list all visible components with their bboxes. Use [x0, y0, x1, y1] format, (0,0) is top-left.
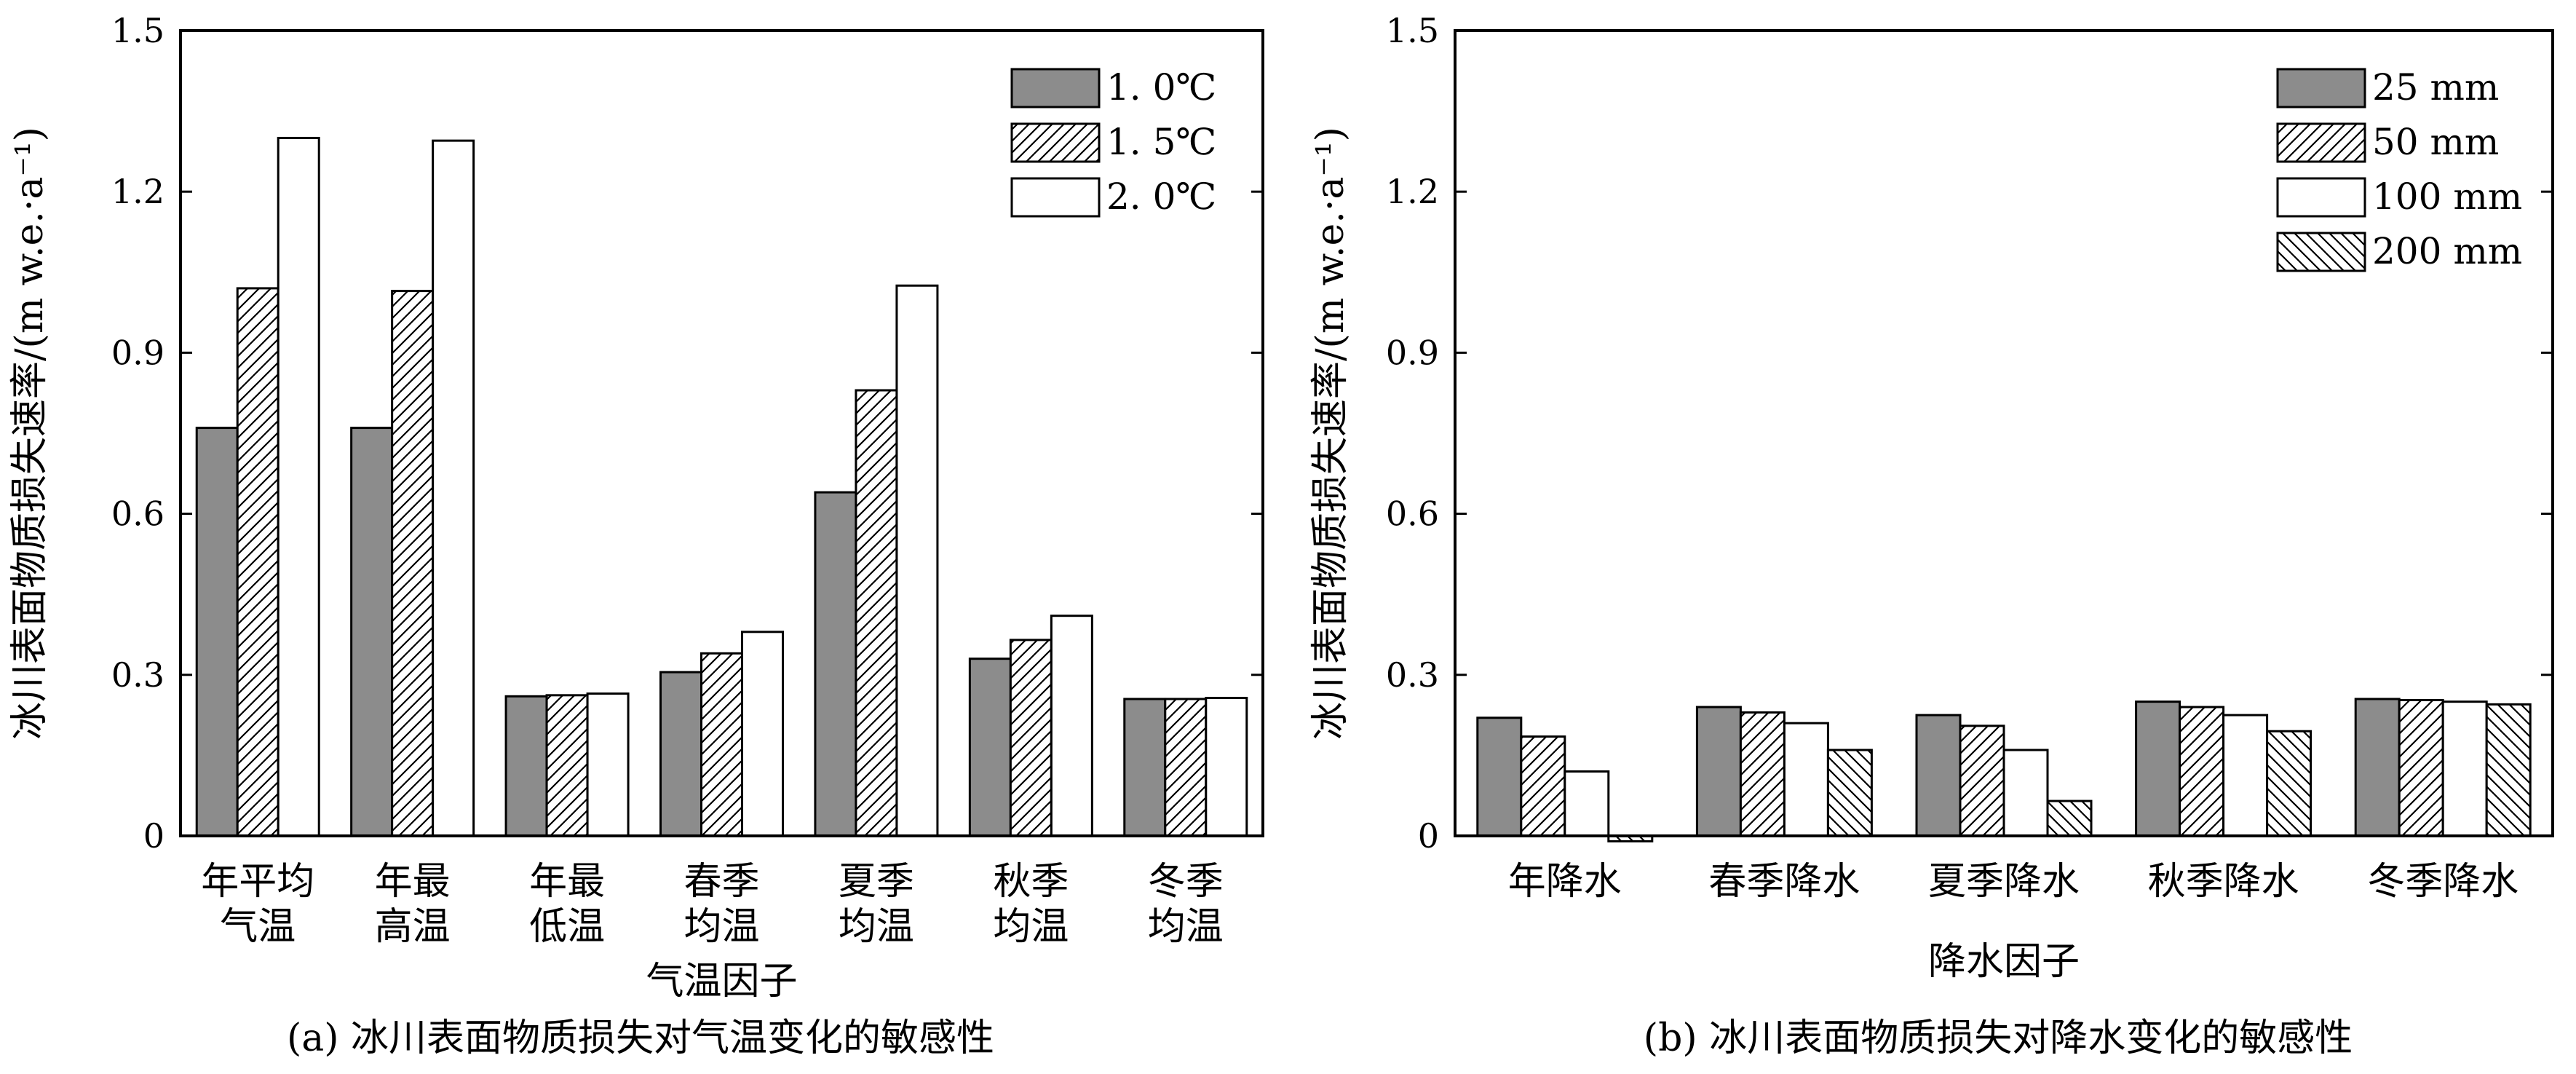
x-category-label: 夏季: [839, 860, 914, 904]
plot-frame: [179, 29, 1264, 837]
x-category-label: 年最: [529, 860, 605, 904]
bar: [1695, 706, 1742, 837]
bar: [814, 491, 857, 837]
bar: [1520, 735, 1566, 837]
x-category-label: 冬季: [1148, 860, 1224, 904]
x-category-label: 冬季降水: [2367, 860, 2518, 904]
bar: [659, 671, 702, 837]
x-category-label: 秋季降水: [2148, 860, 2299, 904]
x-category-label: 均温: [683, 905, 759, 949]
legend-swatch: [1010, 177, 1101, 218]
legend-swatch: [1010, 68, 1101, 108]
legend-label: 25 mm: [2372, 66, 2499, 108]
x-category-label: 夏季降水: [1928, 860, 2080, 904]
chart-panel-temperature: 00.30.60.91.21.5年平均气温年最高温年最低温春季均温夏季均温秋季均…: [8, 11, 1264, 1003]
bar: [700, 652, 743, 837]
x-category-label: 秋季: [993, 860, 1069, 904]
bar: [1009, 639, 1053, 837]
bar: [1123, 698, 1167, 837]
y-tick-label: 1.5: [1386, 11, 1439, 50]
x-category-label: 均温: [993, 905, 1069, 949]
y-tick-label: 0: [1418, 816, 1439, 856]
legend-label: 200 mm: [2372, 230, 2522, 272]
x-category-label: 春季降水: [1708, 860, 1860, 904]
bar: [236, 287, 280, 837]
x-category-label: 均温: [1148, 905, 1224, 949]
legend-label: 50 mm: [2372, 121, 2499, 163]
y-tick-label: 1.2: [1386, 172, 1439, 211]
legend-swatch: [2276, 68, 2366, 108]
x-category-label: 低温: [529, 905, 605, 949]
bar: [277, 136, 320, 837]
x-category-label: 均温: [839, 905, 914, 949]
bar: [1783, 722, 1829, 837]
x-category-label: 高温: [375, 905, 451, 949]
y-tick-label: 0.6: [1386, 494, 1439, 534]
bar: [895, 284, 939, 837]
caption-temperature: (a) 冰川表面物质损失对气温变化的敏感性: [287, 1016, 994, 1060]
x-category-label: 年平均: [201, 860, 314, 904]
bar: [391, 290, 435, 837]
bar: [2046, 799, 2093, 837]
x-category-label: 春季: [683, 860, 759, 904]
bar: [2485, 703, 2532, 837]
y-tick-label: 1.2: [111, 172, 165, 211]
legend-swatch: [2276, 232, 2366, 272]
y-tick-label: 0.9: [1386, 333, 1439, 372]
bar: [432, 139, 475, 837]
legend-swatch: [1010, 122, 1101, 163]
bar: [350, 427, 394, 837]
bar: [2222, 714, 2269, 837]
bar: [1826, 749, 1873, 837]
bar: [1959, 724, 2005, 837]
legend-label: 100 mm: [2372, 175, 2522, 218]
legend-swatch: [2276, 177, 2366, 218]
bar: [504, 695, 548, 837]
bar: [586, 692, 630, 837]
bar: [741, 631, 784, 837]
y-axis-title: 冰川表面物质损失速率/(m w.e.·a⁻¹): [1309, 127, 1352, 740]
bar: [2354, 698, 2401, 837]
plot-frame: [1454, 29, 2554, 837]
legend-label: 2. 0℃: [1106, 175, 1216, 218]
bar: [2266, 730, 2313, 837]
bar: [1564, 770, 1610, 837]
legend-label: 1. 5℃: [1106, 121, 1216, 163]
x-axis-title: 降水因子: [1928, 940, 2080, 984]
legend-label: 1. 0℃: [1106, 66, 1216, 108]
y-tick-label: 0.6: [111, 494, 165, 534]
bar: [1915, 714, 1962, 837]
bar: [1164, 698, 1208, 837]
bar: [855, 389, 898, 837]
legend-swatch: [2276, 122, 2366, 163]
bar: [1205, 697, 1248, 837]
y-tick-label: 0.9: [111, 333, 165, 372]
bar: [2002, 749, 2049, 837]
bar: [1739, 711, 1786, 837]
y-tick-label: 1.5: [111, 11, 165, 50]
y-axis-title: 冰川表面物质损失速率/(m w.e.·a⁻¹): [8, 127, 52, 740]
y-tick-label: 0.3: [1386, 655, 1439, 695]
bar: [545, 694, 589, 837]
bar: [1050, 615, 1093, 837]
x-category-label: 年降水: [1508, 860, 1622, 904]
x-category-label: 年最: [375, 860, 451, 904]
bar: [968, 658, 1012, 837]
y-tick-label: 0: [143, 816, 165, 856]
bar: [2135, 700, 2181, 837]
bar: [2398, 698, 2444, 837]
caption-precipitation: (b) 冰川表面物质损失对降水变化的敏感性: [1644, 1016, 2353, 1060]
bar: [1476, 716, 1523, 837]
bar: [2179, 706, 2225, 837]
y-tick-label: 0.3: [111, 655, 165, 695]
x-axis-title: 气温因子: [646, 960, 797, 1003]
bar: [195, 427, 239, 837]
bar: [2441, 700, 2488, 837]
x-category-label: 气温: [220, 905, 296, 949]
